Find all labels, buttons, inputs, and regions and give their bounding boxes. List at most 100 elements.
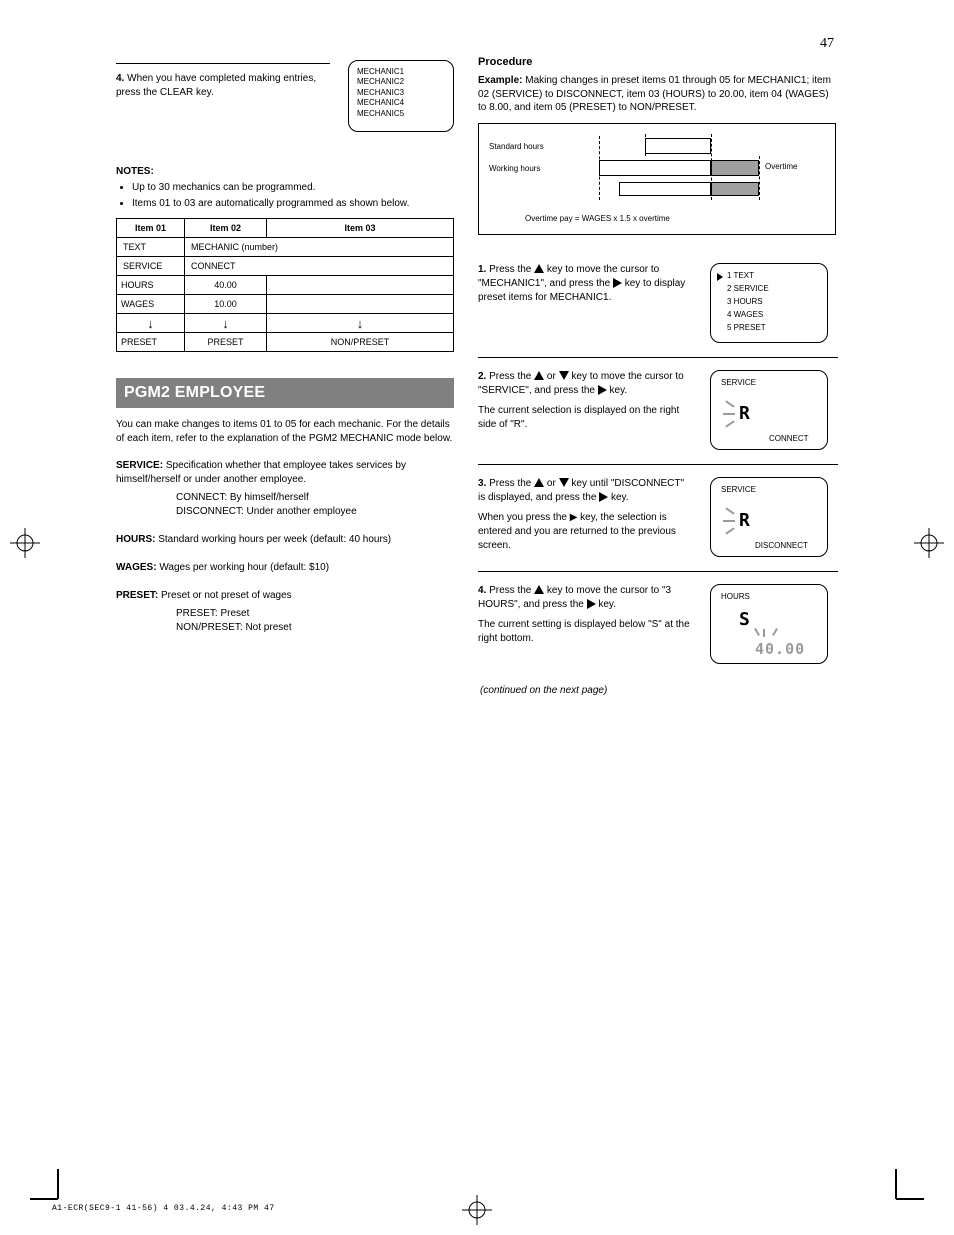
step4-text: 4. When you have completed making entrie… [116,60,330,99]
table-row: TEXT MECHANIC (number) [117,238,454,257]
note-item: Items 01 to 03 are automatically program… [132,197,454,211]
lcd-mechanic-list: MECHANIC1 MECHANIC2 MECHANIC3 MECHANIC4 … [348,60,454,132]
arrow-down-icon: ↓ [267,314,454,333]
step-row: 2. Press the or key to move the cursor t… [478,370,838,464]
step-after: The current setting is displayed below "… [478,618,692,646]
step-after: The current selection is displayed on th… [478,404,692,432]
table-cell [267,295,454,314]
gantt-bar-overtime [711,160,759,176]
lcd-line: SERVICE [721,484,756,495]
mode-label: WAGES: [116,562,157,573]
blink-char: R [739,508,748,533]
table-row: PRESET PRESET NON/PRESET [117,333,454,352]
blink-ray-icon [723,520,735,522]
procedure-title: Procedure [478,56,838,68]
up-arrow-icon [534,264,544,273]
cursor-icon [717,273,723,281]
section-heading: PGM2 EMPLOYEE [116,378,454,408]
table-row: SERVICE CONNECT [117,257,454,276]
gantt-dash [645,134,646,156]
lcd-line: DISCONNECT [755,540,808,551]
up-arrow-icon [534,371,544,380]
step-body: 3. Press the or key until "DISCONNECT" i… [478,477,692,553]
lcd-line: MECHANIC1 [357,67,449,77]
gantt-dash [711,134,712,200]
table-header: Item 01 [117,219,185,238]
crop-mark-icon [10,528,40,558]
right-arrow-icon [599,492,608,502]
left-column: 4. When you have completed making entrie… [116,60,454,635]
step-number: 3. [478,478,486,489]
mode-label: PRESET: [116,590,158,601]
step4-row: 4. When you have completed making entrie… [116,60,454,132]
table-row: Item 01 Item 02 Item 03 [117,219,454,238]
example-block: Example: Making changes in preset items … [478,74,838,115]
mode-item: SERVICE: Specification whether that empl… [116,459,454,519]
step-row: 3. Press the or key until "DISCONNECT" i… [478,477,838,571]
lcd-screen: SERVICE R CONNECT [710,370,828,450]
divider [478,357,838,358]
blink-ray-icon [723,413,735,415]
mode-item: PRESET: Preset or not preset of wages PR… [116,589,454,635]
down-arrow-icon [559,371,569,380]
lcd-line: 5 PRESET [727,322,766,333]
table-cell: WAGES [117,295,185,314]
notes-title: NOTES: [116,166,454,177]
gantt-dash [599,136,600,200]
lcd-screen: SERVICE R DISCONNECT [710,477,828,557]
segment-display: 40.00 [755,639,805,660]
table-cell: NON/PRESET [267,333,454,352]
crop-mark-icon [914,528,944,558]
arrow-down-icon: ↓ [185,314,267,333]
section-paragraph: You can make changes to items 01 to 05 f… [116,418,454,445]
step-body: 1. Press the key to move the cursor to "… [478,263,692,305]
right-arrow-icon [598,385,607,395]
crop-mark-icon [462,1195,492,1225]
step4-number: 4. [116,73,124,84]
blink-ray-icon [763,629,765,637]
step-number: 2. [478,371,486,382]
lcd-line: CONNECT [769,433,809,444]
example-text: Making changes in preset items 01 throug… [478,75,831,113]
step-body: 2. Press the or key to move the cursor t… [478,370,692,432]
table-cell: PRESET [185,333,267,352]
gantt-diagram: Standard hours Working hours Overtime Ov… [478,123,836,235]
gantt-bar [645,138,711,154]
lcd-line: MECHANIC4 [357,98,449,108]
mode-text: Standard working hours per week (default… [158,534,391,545]
steps: 1. Press the key to move the cursor to "… [478,263,838,698]
mode-options: CONNECT: By himself/herself DISCONNECT: … [176,491,454,519]
step-row: 1. Press the key to move the cursor to "… [478,263,838,357]
lcd-line: HOURS [721,591,750,602]
blink-char: R [739,401,748,426]
step-after: When you press the ▶ key, the selection … [478,511,692,553]
mode-item: WAGES: Wages per working hour (default: … [116,561,454,575]
notes-list: Up to 30 mechanics can be programmed. It… [116,181,454,210]
lcd-screen: HOURS S 40.00 [710,584,828,664]
table-cell: CONNECT [185,257,454,276]
mode-text: Wages per working hour (default: $10) [159,562,329,573]
up-arrow-icon [534,478,544,487]
table-header: Item 03 [267,219,454,238]
crop-corner-icon [884,1169,924,1209]
divider [116,63,330,64]
blink-ray-icon [725,400,734,407]
mode-label: SERVICE: [116,460,163,471]
lcd-line: 2 SERVICE [727,283,769,294]
mode-options: PRESET: Preset NON/PRESET: Not preset [176,607,454,635]
blink-ray-icon [725,420,734,427]
gantt-dash [759,156,760,200]
blink-ray-icon [772,628,778,636]
right-column: Procedure Example: Making changes in pre… [478,56,838,698]
preset-table: Item 01 Item 02 Item 03 TEXT MECHANIC (n… [116,218,454,352]
table-row: WAGES 10.00 [117,295,454,314]
gantt-label: Overtime [765,162,797,171]
step-number: 1. [478,264,486,275]
lcd-screen: 1 TEXT 2 SERVICE 3 HOURS 4 WAGES 5 PRESE… [710,263,828,343]
continued-note: (continued on the next page) [480,684,838,698]
divider [478,571,838,572]
gantt-label: Working hours [489,164,540,173]
up-arrow-icon [534,585,544,594]
table-row: ↓ ↓ ↓ [117,314,454,333]
lcd-line: MECHANIC3 [357,88,449,98]
